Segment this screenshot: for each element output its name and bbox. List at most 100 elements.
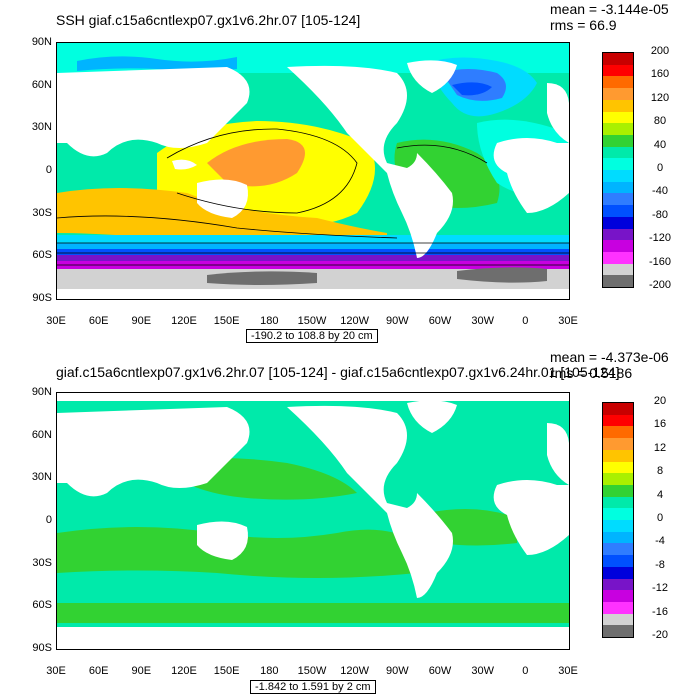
panel1-lon-label: 90W (386, 315, 409, 327)
panel2-colorbar-swatch (603, 461, 633, 474)
panel1-mean: mean = -3.144e-05 (550, 1, 669, 17)
panel2-colorbar-label: 8 (656, 465, 664, 478)
panel1-colorbar-label: 40 (653, 138, 667, 151)
panel2-colorbar-label: -20 (652, 629, 668, 641)
panel1-lat-90s: 90S (32, 292, 52, 304)
panel2-lon-label: 120W (340, 665, 370, 677)
panel1-rms: rms = 66.9 (550, 17, 617, 33)
panel2-lat-30s: 30S (32, 557, 52, 569)
panel2-colorbar-swatch (603, 590, 633, 603)
panel2-colorbar-swatch (603, 403, 633, 416)
panel1-colorbar-swatch (603, 123, 633, 136)
panel1-range-label: -190.2 to 108.8 by 20 cm (246, 329, 378, 343)
panel1-colorbar-swatch (603, 240, 633, 253)
panel2-colorbar (602, 402, 634, 638)
panel2-colorbar-label: -16 (652, 605, 668, 618)
panel1-colorbar-swatch (603, 170, 633, 183)
panel1-colorbar-swatch (603, 251, 633, 265)
panel2-lon-label: 30E (46, 665, 66, 677)
panel2-colorbar-swatch (603, 484, 633, 498)
panel1-colorbar-label: -120 (648, 232, 672, 245)
panel2-colorbar-swatch (603, 473, 633, 486)
panel1-colorbar-swatch (603, 205, 633, 218)
panel1-colorbar-swatch (603, 216, 633, 229)
panel2-rms: rms = 0.5186 (550, 365, 633, 381)
panel2-colorbar-label: -12 (652, 582, 668, 595)
panel1-lon-label: 30E (558, 315, 578, 327)
panel1-colorbar-label: 120 (650, 91, 670, 104)
panel2-lat-60s: 60S (32, 599, 52, 611)
panel1-lat-30n: 30N (31, 121, 52, 133)
panel2-colorbar-swatch (603, 625, 633, 638)
panel2-colorbar-swatch (603, 438, 633, 451)
panel2-colorbar-swatch (603, 601, 633, 615)
panel1-colorbar-swatch (603, 146, 633, 159)
panel2-colorbar-swatch (603, 520, 633, 533)
panel2-lat-90n: 90N (31, 386, 52, 398)
panel2-colorbar-swatch (603, 531, 633, 544)
panel2-lon-label: 30W (471, 665, 494, 677)
panel2-colorbar-swatch (603, 496, 633, 509)
panel1-colorbar-label: 200 (650, 45, 670, 57)
panel1-colorbar-label: -160 (648, 255, 672, 268)
panel1-lon-label: 150E (213, 315, 240, 327)
panel2-lat-90s: 90S (32, 642, 52, 654)
panel2-title: giaf.c15a6cntlexp07.gx1v6.2hr.07 [105-12… (56, 364, 620, 380)
panel2-lon-label: 60E (88, 665, 109, 677)
panel1-lon-label: 120W (340, 315, 370, 327)
panel2-colorbar-swatch (603, 508, 633, 521)
panel1-lon-label: 0 (522, 315, 529, 327)
panel1-lon-label: 60W (428, 315, 452, 327)
panel2-map (56, 392, 570, 650)
panel2-colorbar-swatch (603, 543, 633, 556)
panel2-colorbar-label: -4 (655, 535, 665, 548)
panel1-colorbar-swatch (603, 275, 633, 288)
panel2-colorbar-label: 20 (653, 395, 667, 407)
panel1-colorbar (602, 52, 634, 288)
panel1-colorbar-swatch (603, 111, 633, 124)
panel2-colorbar-label: 4 (656, 488, 664, 501)
panel2-lon-label: 90E (131, 665, 152, 677)
panel1-lon-label: 150W (297, 315, 327, 327)
panel1-lon-label: 30E (46, 315, 66, 327)
panel1-lon-label: 90E (131, 315, 152, 327)
panel1-colorbar-label: -40 (652, 185, 668, 198)
panel2-mean: mean = -4.373e-06 (550, 349, 669, 365)
panel2-lon-label: 120E (171, 665, 197, 677)
panel2-colorbar-swatch (603, 414, 633, 427)
panel1-colorbar-label: 80 (653, 115, 667, 128)
panel1-lat-30s: 30S (32, 207, 52, 219)
panel1-colorbar-swatch (603, 228, 633, 241)
panel1-lat-90n: 90N (31, 36, 52, 48)
panel1-colorbar-swatch (603, 134, 633, 148)
panel2-colorbar-label: 12 (653, 441, 667, 454)
panel2-lon-label: 30E (558, 665, 578, 677)
panel1-colorbar-swatch (603, 64, 633, 77)
panel2-colorbar-swatch (603, 566, 633, 579)
panel1-lon-label: 60E (88, 315, 109, 327)
panel1-lon-label: 30W (471, 315, 494, 327)
panel2-colorbar-swatch (603, 426, 633, 439)
panel2-lon-label: 150W (297, 665, 327, 677)
panel2-lon-label: 150E (213, 665, 240, 677)
panel2-lon-label: 180 (260, 665, 279, 677)
panel1-colorbar-swatch (603, 158, 633, 171)
panel2-lat-60n: 60N (31, 429, 52, 441)
panel2-colorbar-swatch (603, 555, 633, 568)
panel1-colorbar-label: -200 (648, 279, 672, 291)
panel2-lon-label: 90W (386, 665, 409, 677)
panel1-lat-60n: 60N (31, 79, 52, 91)
panel1-lon-label: 180 (260, 315, 279, 327)
panel2-colorbar-swatch (603, 578, 633, 591)
panel1-colorbar-label: 160 (650, 68, 670, 81)
panel1-colorbar-swatch (603, 181, 633, 194)
panel1-colorbar-label: -80 (652, 208, 668, 221)
panel2-colorbar-swatch (603, 613, 633, 626)
panel1-colorbar-swatch (603, 53, 633, 66)
panel1-colorbar-swatch (603, 263, 633, 276)
panel1-colorbar-swatch (603, 88, 633, 101)
panel2-colorbar-label: 0 (656, 512, 664, 524)
panel2-range-label: -1.842 to 1.591 by 2 cm (250, 680, 376, 694)
panel1-colorbar-swatch (603, 76, 633, 89)
panel1-lat-0: 0 (45, 164, 52, 176)
